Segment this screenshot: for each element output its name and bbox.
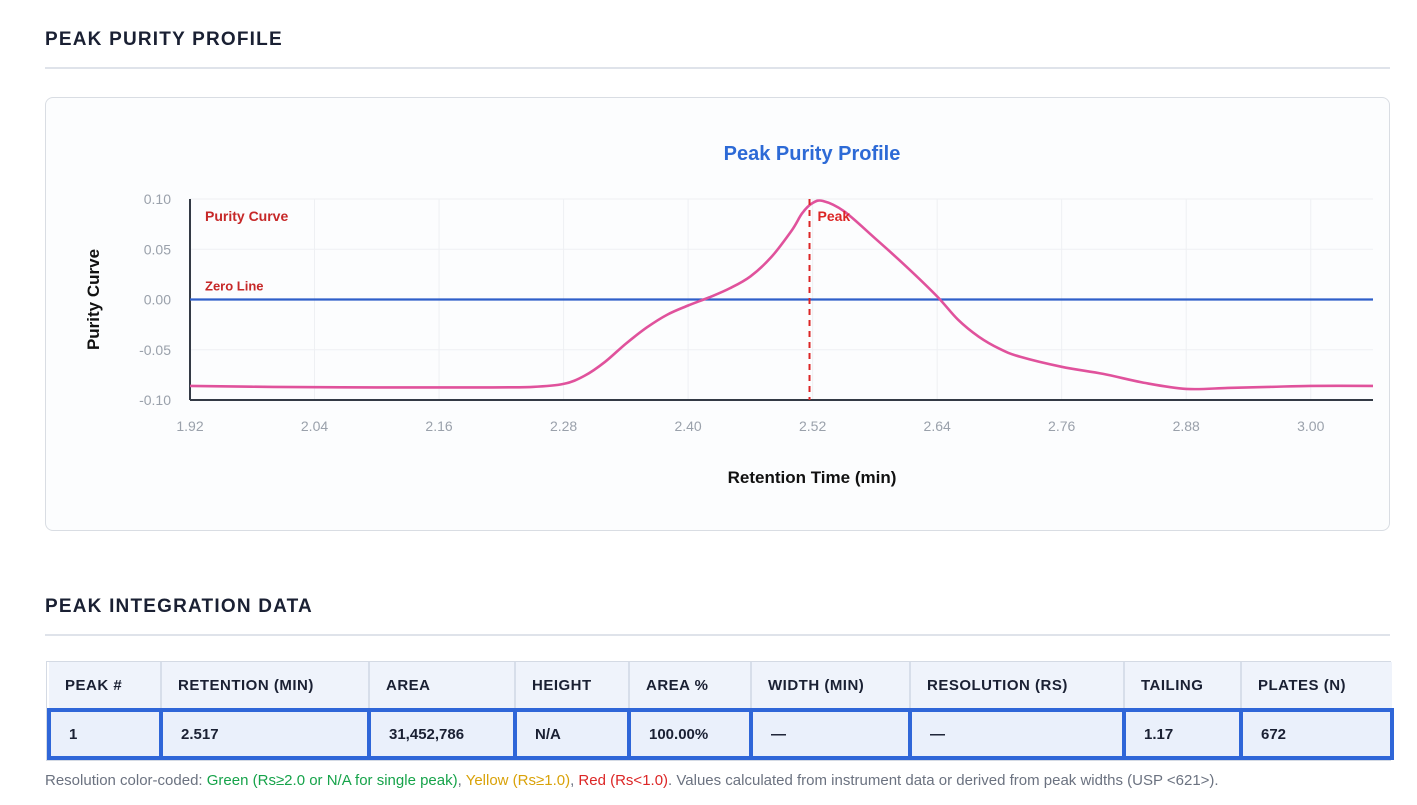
footnote-separator: ,	[570, 772, 579, 789]
purity-curve-line	[189, 199, 1374, 391]
table-cell: 1.17	[1122, 708, 1241, 760]
column-header: AREA	[369, 662, 516, 710]
table-cell: 31,452,786	[367, 708, 515, 760]
y-tick-label: 0.05	[144, 241, 171, 257]
purity-chart: 1.92 2.04 2.16 2.28 2.40 2.52 2.64 2.76 2.88 3.00…	[84, 143, 1374, 487]
table-cell: N/A	[513, 708, 629, 760]
footnote-yellow: Yellow (Rs≥1.0)	[465, 772, 571, 789]
table-row[interactable]: 1 2.517 31,452,786 N/A 100.00% — —1.17 672	[47, 708, 1394, 760]
section-title-peak-integration-data: PEAK INTEGRATION DATA	[45, 596, 313, 617]
x-tick-label: 2.76	[1048, 418, 1075, 434]
peak-label: Peak	[818, 208, 851, 224]
x-tick-label: 2.28	[550, 418, 577, 434]
chart-title: Peak Purity Profile	[724, 143, 901, 165]
x-tick-label: 1.92	[176, 418, 203, 434]
x-tick-label: 2.04	[301, 418, 328, 434]
integration-table-wrapper: PEAK # RETENTION (MIN) AREA HEIGHT AREA % WID…	[46, 661, 1394, 761]
column-header: WIDTH (MIN)	[751, 662, 911, 710]
table-cell: 2.517	[159, 708, 369, 760]
resolution-footnote: Resolution color-coded: Green (Rs≥2.0 or…	[45, 772, 1219, 789]
chart-card: 1.92 2.04 2.16 2.28 2.40 2.52 2.64 2.76 2.88 3.00…	[45, 97, 1390, 531]
column-header: PEAK #	[49, 662, 162, 710]
integration-table: PEAK # RETENTION (MIN) AREA HEIGHT AREA % WID…	[47, 662, 1394, 760]
footnote-suffix: . Values calculated from instrument data…	[668, 772, 1219, 789]
table-cell: 1	[47, 708, 161, 760]
x-tick-label: 3.00	[1297, 418, 1324, 434]
column-header: TAILING	[1124, 662, 1242, 710]
table-header-row: PEAK # RETENTION (MIN) AREA HEIGHT AREA % WID…	[49, 662, 1392, 710]
x-tick-label: 2.52	[799, 418, 826, 434]
x-tick-label: 2.40	[674, 418, 701, 434]
section-divider	[45, 634, 1390, 636]
y-tick-label: 0.10	[144, 191, 171, 207]
y-tick-label: -0.05	[139, 342, 171, 358]
y-axis-label: Purity Curve	[84, 249, 103, 350]
table-cell: 100.00%	[627, 708, 751, 760]
column-header: HEIGHT	[515, 662, 630, 710]
column-header: RETENTION (MIN)	[161, 662, 370, 710]
column-header: RESOLUTION (RS)	[910, 662, 1125, 710]
footnote-green: Green (Rs≥2.0 or N/A for single peak)	[206, 772, 458, 789]
y-tick-label: -0.10	[139, 392, 171, 408]
y-tick-label: 0.00	[144, 292, 171, 308]
column-header: AREA %	[629, 662, 752, 710]
x-axis-label: Retention Time (min)	[728, 468, 897, 487]
footnote-prefix: Resolution color-coded:	[45, 772, 207, 789]
table-cell: 672	[1239, 708, 1394, 760]
section-divider	[45, 67, 1390, 69]
x-tick-label: 2.16	[425, 418, 452, 434]
purity-curve-label: Purity Curve	[205, 208, 288, 224]
x-tick-label: 2.88	[1173, 418, 1200, 434]
column-header: PLATES (N)	[1258, 676, 1347, 694]
table-cell: —	[749, 708, 910, 760]
table-cell: —	[908, 708, 1124, 760]
footnote-separator: ,	[457, 772, 466, 789]
x-tick-label: 2.64	[924, 418, 951, 434]
section-title-peak-purity-profile: PEAK PURITY PROFILE	[45, 29, 283, 50]
zero-line-label: Zero Line	[205, 279, 264, 294]
footnote-red: Red (Rs<1.0)	[578, 772, 669, 789]
